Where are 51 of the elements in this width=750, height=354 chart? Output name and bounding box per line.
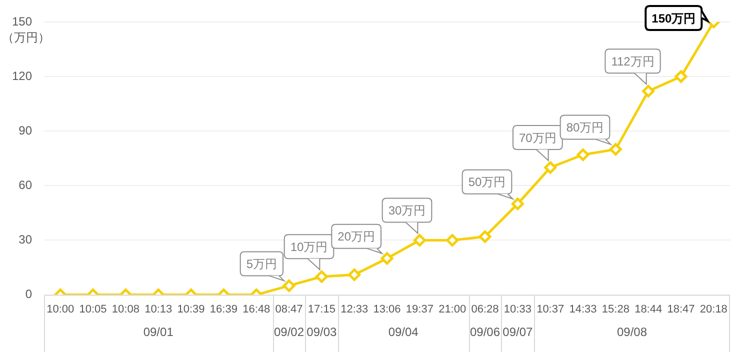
- point: [413, 234, 426, 246]
- x-tick-label: 10:37: [536, 303, 564, 316]
- y-tick-label: 120: [12, 68, 32, 83]
- data-label: 80万円: [566, 120, 604, 135]
- x-tick-label: 16:48: [242, 303, 270, 316]
- point: [511, 198, 524, 210]
- point: [609, 143, 622, 156]
- x-tick-label: 08:47: [275, 303, 303, 316]
- text: 09/07: [502, 325, 534, 340]
- x-tick-label: 14:33: [569, 303, 597, 316]
- point: [446, 234, 459, 246]
- text: 09/03: [306, 325, 338, 340]
- x-tick-label: 06:28: [471, 303, 499, 316]
- x-tick-label: 10:00: [46, 303, 74, 316]
- y-tick-label: 90: [18, 123, 32, 138]
- x-tick-label: 10:39: [177, 303, 205, 316]
- x-tick-label: 10:08: [112, 303, 140, 316]
- text: 09/08: [616, 325, 648, 340]
- x-tick-label: 10:05: [79, 303, 107, 316]
- y-tick-label: 60: [18, 178, 32, 192]
- data-label: 150万円: [652, 11, 696, 26]
- x-tick-label: 18:47: [667, 303, 695, 316]
- text: 09/04: [388, 325, 419, 340]
- text: 09/02: [274, 325, 304, 340]
- x-tick-label: 13:06: [373, 303, 401, 316]
- data-label: 30万円: [388, 204, 426, 218]
- point: [478, 230, 492, 243]
- data-label: 20万円: [338, 230, 376, 244]
- y-axis-title: （万円）: [2, 30, 50, 44]
- x-tick-label: 15:28: [602, 303, 630, 316]
- x-tick-label: 12:33: [340, 303, 368, 316]
- data-label: 112万円: [611, 54, 654, 68]
- point: [544, 161, 557, 174]
- x-tick-label: 10:33: [504, 303, 532, 316]
- text: 09/06: [470, 325, 500, 340]
- data-label: 5万円: [246, 257, 278, 272]
- x-tick-label: 16:39: [210, 303, 238, 316]
- x-tick-label: 21:00: [438, 303, 466, 316]
- x-tick-label: 17:15: [308, 303, 336, 316]
- x-tick-label: 18:44: [634, 303, 662, 316]
- data-label: 10万円: [290, 240, 328, 254]
- y-tick-label: 30: [18, 232, 32, 247]
- y-tick-label: 0: [25, 287, 32, 302]
- x-tick-label: 20:18: [700, 303, 728, 316]
- x-tick-label: 10:13: [144, 303, 172, 316]
- y-tick-label: 150: [12, 14, 32, 28]
- text: 09/01: [143, 325, 174, 340]
- data-label: 70万円: [518, 130, 556, 145]
- data-label: 50万円: [468, 175, 506, 190]
- x-tick-label: 19:37: [406, 303, 434, 316]
- point: [576, 148, 590, 162]
